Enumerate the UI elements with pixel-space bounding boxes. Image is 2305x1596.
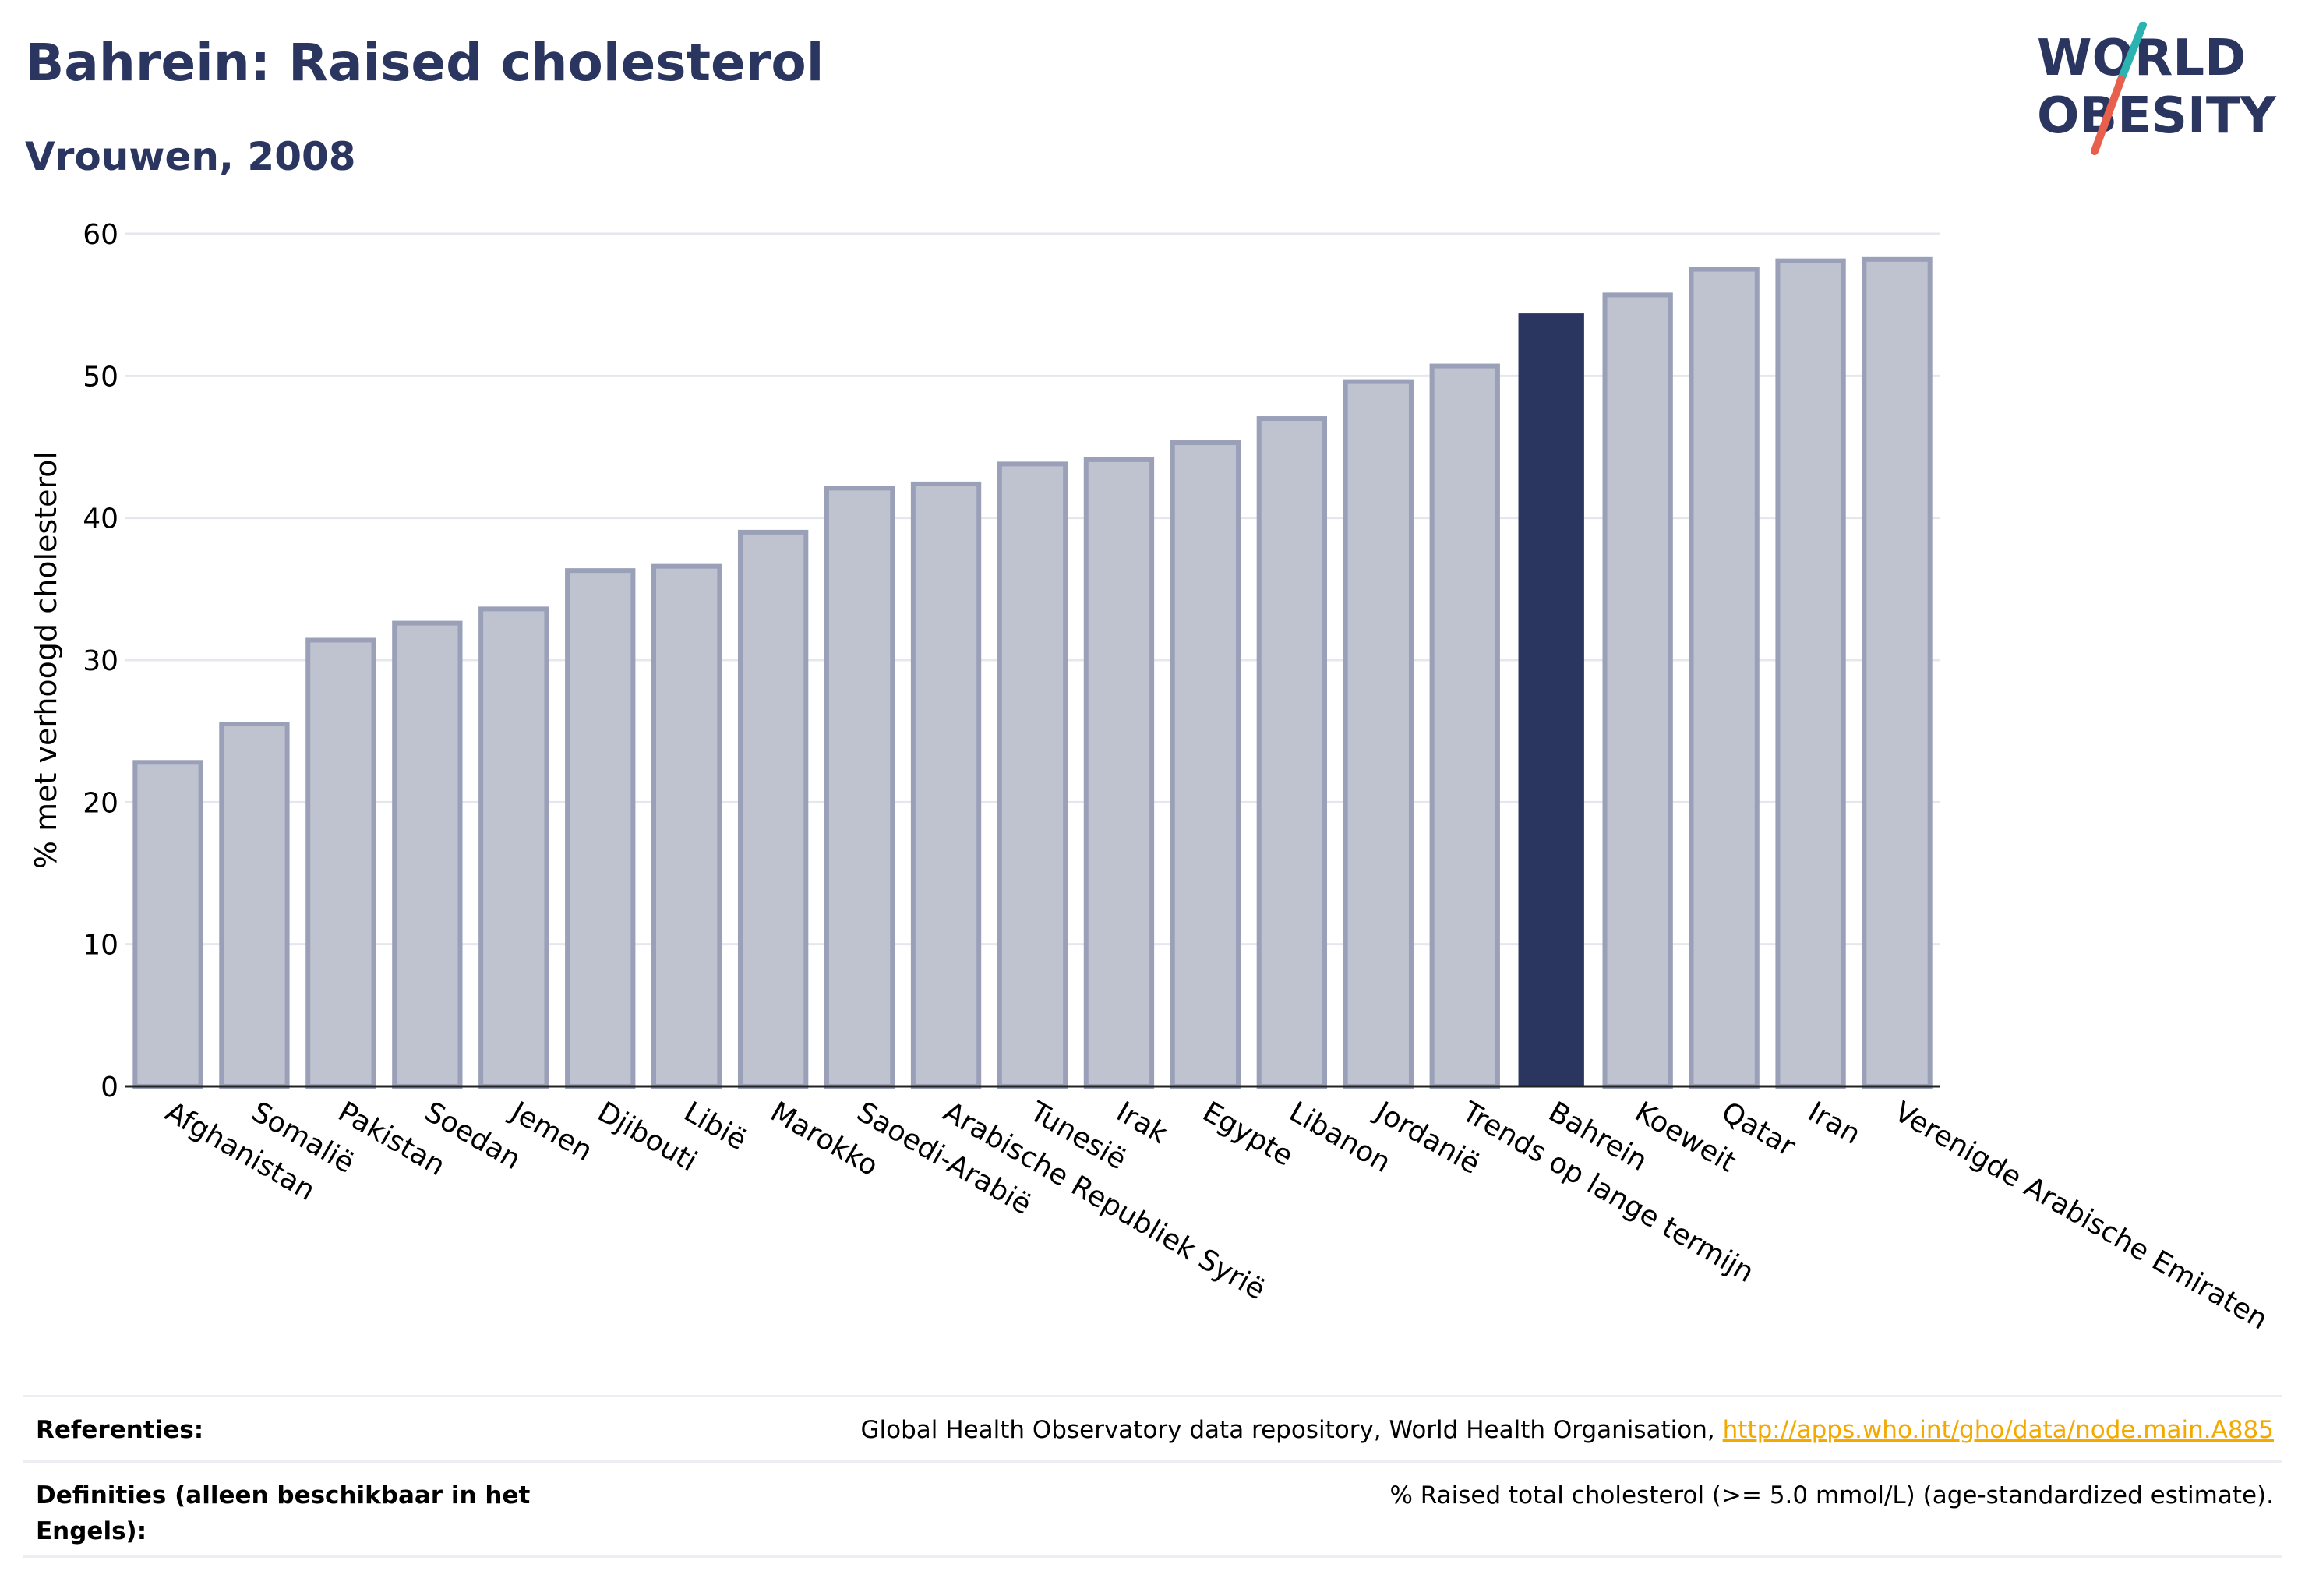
logo-line2: OBESITY: [2037, 87, 2276, 145]
y-tick-label: 0: [101, 1072, 118, 1103]
bar-iran[interactable]: [1775, 258, 1846, 1089]
references-source: Global Health Observatory data repositor…: [860, 1416, 1723, 1444]
divider: [23, 1555, 2282, 1558]
bar-jordani-[interactable]: [1343, 379, 1414, 1089]
x-tick-label: Egypte: [1197, 1096, 1298, 1173]
bar-libanon[interactable]: [1256, 416, 1328, 1089]
y-tick-label: 50: [83, 361, 118, 393]
bar-libi-[interactable]: [651, 563, 722, 1089]
logo-line1: WORLD: [2037, 30, 2246, 87]
bars: [132, 256, 1933, 1089]
definitions-label: Definities (alleen beschikbaar in het En…: [36, 1481, 531, 1545]
bar-jemen[interactable]: [478, 606, 549, 1089]
references-link[interactable]: http://apps.who.int/gho/data/node.main.A…: [1722, 1416, 2274, 1444]
logo-slash-coral: [2091, 76, 2125, 155]
bar-djibouti[interactable]: [565, 568, 636, 1089]
x-tick-label: Iran: [1802, 1096, 1866, 1151]
logo-slash-teal: [2117, 22, 2147, 83]
y-tick-labels: 0 10 20 30 40 50 60: [83, 219, 118, 1103]
references-value: Global Health Observatory data repositor…: [861, 1412, 2274, 1448]
bar-verenigde-arabische-emiraten[interactable]: [1862, 256, 1933, 1089]
bar-trends-op-lange-termijn[interactable]: [1429, 363, 1500, 1089]
bar-irak[interactable]: [1083, 457, 1155, 1089]
x-tick-labels: AfghanistanSomaliëPakistanSoedanJemenDji…: [160, 1095, 2273, 1336]
chart-title: Bahrein: Raised cholesterol: [25, 33, 824, 93]
bar-qatar[interactable]: [1689, 267, 1760, 1089]
y-tick-label: 40: [83, 503, 118, 535]
bar-saoedi-arabi-[interactable]: [824, 486, 895, 1089]
bar-koeweit[interactable]: [1602, 292, 1673, 1089]
bar-bahrein[interactable]: [1518, 313, 1584, 1086]
y-tick-label: 30: [83, 645, 118, 677]
chart-subtitle: Vrouwen, 2008: [25, 134, 356, 179]
bar-egypte[interactable]: [1170, 440, 1241, 1089]
definitions-value: % Raised total cholesterol (>= 5.0 mmol/…: [1389, 1481, 2274, 1509]
bar-afghanistan[interactable]: [132, 760, 203, 1089]
y-tick-label: 10: [83, 930, 118, 962]
bar-arabische-republiek-syri-[interactable]: [910, 481, 982, 1089]
references-label: Referenties:: [36, 1416, 204, 1444]
bar-pakistan[interactable]: [305, 637, 376, 1089]
bar-chart: 0 10 20 30 40 50 60 AfghanistanSomaliëPakistan…: [29, 219, 2273, 1336]
world-obesity-logo[interactable]: WORLD OBESITY: [2034, 22, 2291, 162]
x-tick-label: Verenigde Arabische Emiraten: [1889, 1096, 2273, 1336]
x-tick-label: Djibouti: [592, 1096, 702, 1178]
y-tick-label: 60: [83, 219, 118, 251]
y-axis-label: % met verhoogd cholesterol: [29, 451, 63, 869]
divider: [23, 1460, 2282, 1463]
bar-tunesi-[interactable]: [997, 461, 1068, 1089]
y-tick-label: 20: [83, 787, 118, 819]
divider: [23, 1395, 2282, 1397]
bar-marokko[interactable]: [737, 529, 809, 1089]
bar-soedan[interactable]: [392, 620, 463, 1089]
bar-somali-[interactable]: [219, 722, 290, 1089]
